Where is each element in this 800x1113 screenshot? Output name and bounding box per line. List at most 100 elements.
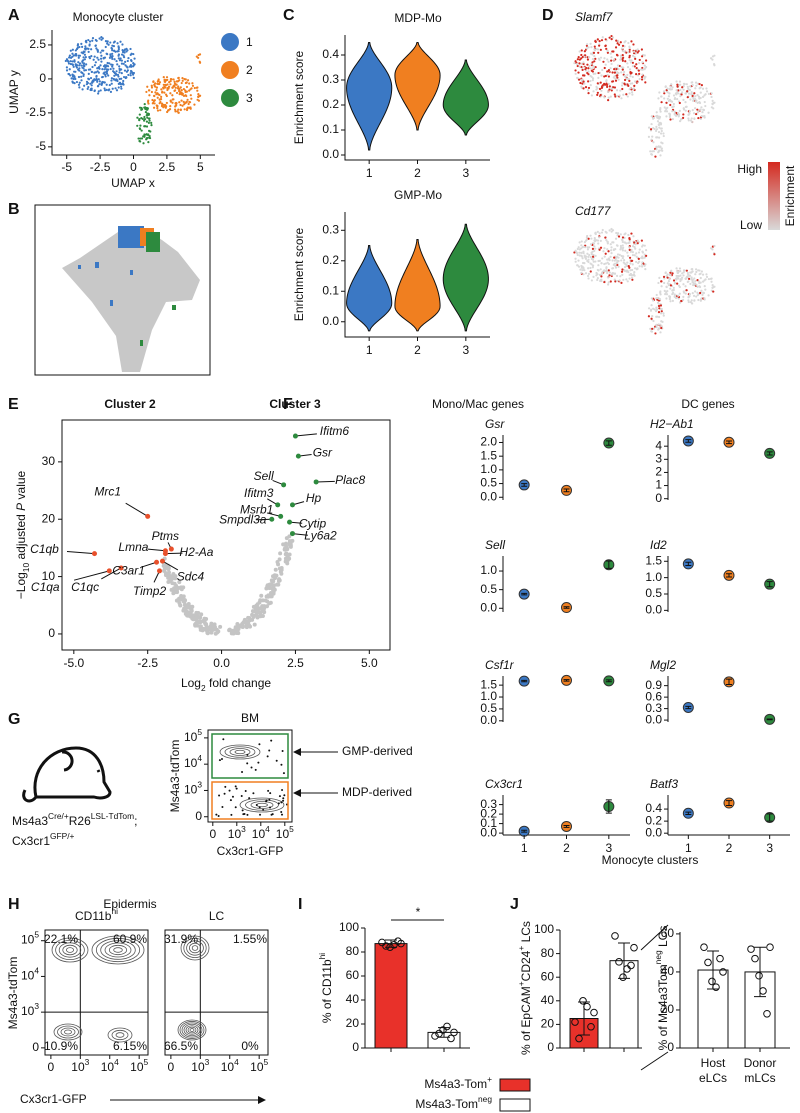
expression-dot [669, 287, 672, 290]
expression-dot [711, 286, 714, 290]
y-tick-label: 0 [195, 809, 202, 823]
cell-dot [159, 109, 162, 112]
expression-dot [651, 135, 654, 138]
expression-dot [668, 297, 671, 301]
expression-dot [590, 279, 593, 282]
cell-dot [91, 81, 94, 84]
cell-dot [87, 85, 90, 89]
expression-dot [605, 47, 608, 50]
contour [181, 1022, 203, 1038]
expression-dot [610, 246, 613, 249]
expression-dot [581, 265, 584, 268]
expression-dot [698, 281, 701, 285]
background-gene [178, 603, 183, 608]
expression-dot [688, 88, 691, 91]
expression-dot [668, 88, 671, 91]
cell-dot [97, 92, 100, 95]
background-gene [275, 559, 280, 564]
expression-dot [660, 95, 663, 98]
cell-dot [96, 49, 99, 52]
cell-dot [185, 85, 189, 89]
cell-dot [97, 66, 100, 69]
expression-dot [688, 110, 691, 113]
expression-dot [665, 293, 669, 296]
cell-dot [140, 108, 143, 111]
background-gene [254, 612, 259, 617]
event-dot [258, 806, 261, 809]
gene-name: Sell [485, 538, 505, 552]
expression-dot [580, 62, 583, 65]
y-tick-label-base: 10 [21, 1004, 35, 1018]
error-bar [685, 811, 692, 815]
expression-dot [620, 84, 624, 87]
expression-dot [677, 274, 680, 278]
cell-dot [154, 85, 157, 88]
y-tick-label: 60 [541, 969, 555, 983]
expression-dot [622, 255, 625, 258]
expression-dot [672, 286, 675, 289]
expression-dot [594, 260, 597, 263]
x-tick-label: 2 [414, 343, 421, 357]
cell-dot [67, 73, 71, 76]
expression-dot [596, 278, 599, 282]
cell-dot [147, 102, 150, 105]
cell-dot [117, 86, 120, 89]
expression-dot [671, 272, 674, 275]
cell-dot [140, 137, 144, 140]
x-tick-label: 104 [252, 824, 270, 841]
event-dot [242, 813, 245, 816]
expression-dot [580, 65, 583, 69]
expression-dot [641, 55, 644, 58]
error-bar [521, 592, 528, 596]
expression-dot [614, 77, 617, 80]
error-bar [563, 679, 570, 682]
background-gene [259, 593, 264, 598]
cell-dot [139, 137, 142, 140]
cell-dot [158, 102, 161, 105]
expression-dot [649, 128, 653, 131]
background-gene [235, 622, 240, 627]
expression-dot [678, 285, 681, 289]
x-tick-label: 105 [130, 1057, 148, 1074]
expression-dot [640, 75, 644, 79]
cell-dot [146, 116, 149, 119]
cell-dot [94, 38, 97, 42]
expression-dot [640, 265, 644, 268]
y-tick-label: 40 [661, 964, 675, 978]
event-dot [240, 795, 243, 798]
expression-dot [590, 69, 593, 72]
expression-dot [651, 327, 654, 330]
cell-dot [80, 75, 83, 78]
expression-dot [607, 283, 610, 286]
cell-dot [193, 103, 196, 106]
cell-dot [78, 54, 82, 57]
expression-dot [655, 128, 659, 131]
cell-dot [140, 117, 143, 120]
expression-dot [592, 260, 595, 263]
expression-dot [593, 245, 596, 248]
expression-dot [673, 110, 676, 113]
expression-dot [654, 310, 658, 313]
expression-dot [699, 291, 702, 295]
cell-dot [115, 73, 118, 76]
background-gene [167, 570, 172, 575]
cell-dot [176, 87, 180, 90]
gene-point [118, 565, 124, 571]
event-dot [277, 802, 280, 805]
expression-dot [662, 275, 666, 278]
cell-dot [119, 85, 123, 88]
expression-dot [666, 87, 669, 90]
cell-dot [121, 43, 124, 46]
cell-dot [71, 48, 74, 51]
expression-dot [662, 314, 665, 317]
expression-dot [613, 86, 617, 89]
expression-dot [627, 233, 630, 237]
replicate-point [747, 945, 755, 953]
error-bar [726, 800, 732, 806]
gene-label: C1qc [71, 580, 99, 594]
expression-dot [687, 92, 691, 95]
expression-dot [710, 280, 713, 283]
background-gene [257, 600, 262, 605]
background-gene [265, 583, 270, 588]
expression-dot [682, 291, 686, 294]
